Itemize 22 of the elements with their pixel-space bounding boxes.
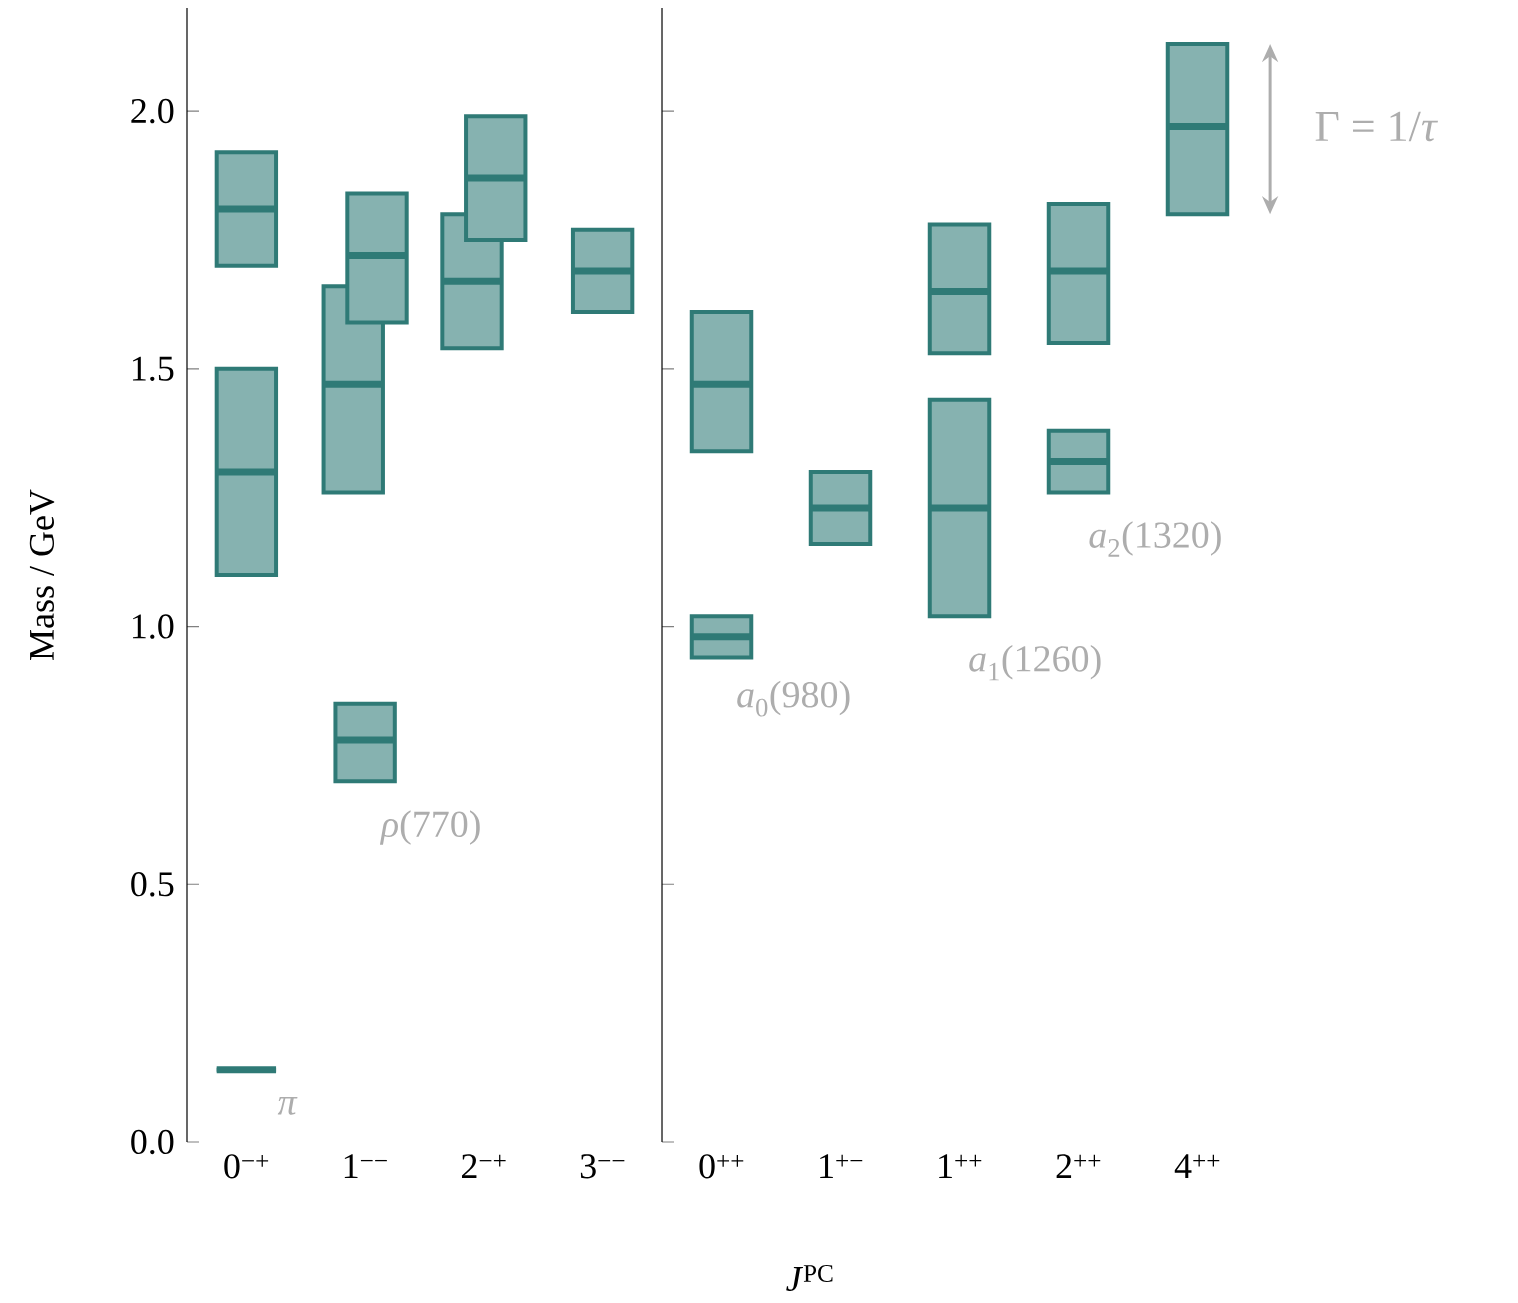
x-tick-label: 4$^{++}$ [1174,1154,1220,1178]
x-tick-label: 3$^{−−}$ [580,1154,625,1179]
annotation: a$_{1}$(1260) [969,644,1101,681]
y-tick-label: 1.5 [132,356,174,381]
text: Γ = 1/τ [1315,111,1438,142]
y-tick-label: 0.5 [131,872,174,897]
x-tick-label: 2$^{−+}$ [461,1154,506,1179]
x-tick-label: 1$^{−−}$ [344,1154,387,1178]
annotation: a$_{0}$(980) [737,680,850,717]
x-tick-label: 2$^{++}$ [1056,1154,1101,1179]
x-axis-title: J$^{PC}$ [786,1264,833,1292]
x-tick-label: 0$^{++}$ [699,1154,744,1179]
y-tick-label: 2.0 [131,98,174,124]
annotation: ρ(770) [379,810,480,845]
x-tick-label: 1$^{++}$ [939,1154,982,1178]
y-axis-title: Mass / GeV [29,489,55,660]
x-tick-label: 1$^{+−}$ [820,1154,863,1178]
annotation: a$_{2}$(1320) [1089,521,1221,557]
x-tick-label: 0$^{−+}$ [224,1154,269,1179]
annotation: π [277,1097,298,1115]
y-tick-label: 1.0 [132,614,174,639]
y-tick-label: 0.0 [131,1129,174,1155]
